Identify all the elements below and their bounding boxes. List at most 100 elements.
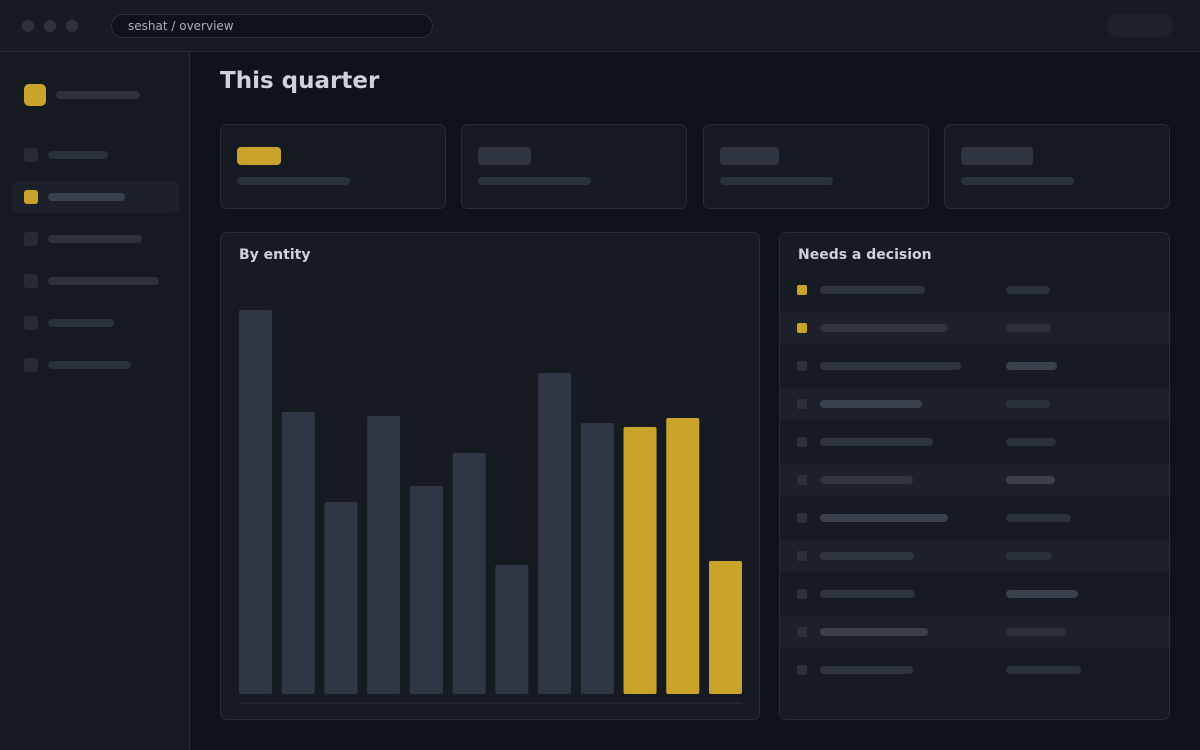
row-meta-placeholder	[1006, 400, 1050, 408]
window-close-dot[interactable]	[22, 20, 34, 32]
sidebar-item-1[interactable]	[12, 139, 179, 171]
row-status-icon	[797, 627, 807, 637]
row-meta-placeholder	[1006, 552, 1052, 560]
nav-label-placeholder	[48, 319, 114, 327]
chart-bar-12[interactable]	[709, 561, 742, 694]
page-title: This quarter	[220, 68, 380, 94]
row-meta-placeholder	[1006, 362, 1057, 370]
stat-label-placeholder	[478, 177, 591, 185]
row-meta-placeholder	[1006, 438, 1056, 446]
row-status-icon	[797, 285, 807, 295]
stat-label-placeholder	[961, 177, 1074, 185]
stat-value-placeholder	[237, 147, 281, 165]
chart-bar-1[interactable]	[239, 310, 272, 694]
window-minimize-dot[interactable]	[44, 20, 56, 32]
row-meta-placeholder	[1006, 324, 1051, 332]
chart-bar-5[interactable]	[409, 486, 443, 694]
decision-row[interactable]	[780, 274, 1169, 306]
nav-icon	[24, 274, 38, 288]
stat-card-3[interactable]	[703, 124, 929, 209]
chart-bar-10[interactable]	[623, 427, 657, 694]
chart-panel-title: By entity	[239, 247, 311, 263]
decision-row[interactable]	[780, 350, 1169, 382]
row-title-placeholder	[820, 438, 933, 446]
row-meta-placeholder	[1006, 590, 1078, 598]
chart-bar-4[interactable]	[367, 416, 401, 694]
row-status-icon	[797, 475, 807, 485]
row-title-placeholder	[820, 666, 913, 674]
stat-card-2[interactable]	[461, 124, 687, 209]
titlebar-action-button[interactable]	[1107, 14, 1173, 37]
nav-label-placeholder	[48, 235, 142, 243]
row-status-icon	[797, 665, 807, 675]
decision-row[interactable]	[780, 616, 1169, 648]
row-status-icon	[797, 589, 807, 599]
row-status-icon	[797, 399, 807, 409]
chart-bar-6[interactable]	[452, 453, 486, 694]
stat-value-placeholder	[961, 147, 1033, 165]
row-meta-placeholder	[1006, 628, 1066, 636]
row-title-placeholder	[820, 476, 913, 484]
decision-row[interactable]	[780, 540, 1169, 572]
decision-row[interactable]	[780, 464, 1169, 496]
decision-row[interactable]	[780, 654, 1169, 686]
stat-value-placeholder	[478, 147, 531, 165]
row-title-placeholder	[820, 362, 961, 370]
row-title-placeholder	[820, 400, 922, 408]
decision-row[interactable]	[780, 388, 1169, 420]
nav-label-placeholder	[48, 361, 131, 369]
stat-card-4[interactable]	[944, 124, 1170, 209]
chart-bar-2[interactable]	[281, 412, 315, 694]
row-meta-placeholder	[1006, 514, 1071, 522]
address-bar[interactable]: seshat / overview	[111, 14, 433, 38]
nav-icon	[24, 358, 38, 372]
decision-row[interactable]	[780, 312, 1169, 344]
chart-bar-8[interactable]	[538, 373, 572, 694]
row-status-icon	[797, 513, 807, 523]
nav-icon	[24, 316, 38, 330]
sidebar-item-6[interactable]	[12, 349, 179, 381]
nav-label-placeholder	[48, 151, 108, 159]
chart-bar-7[interactable]	[495, 565, 529, 694]
stat-label-placeholder	[237, 177, 350, 185]
row-title-placeholder	[820, 628, 928, 636]
row-status-icon	[797, 551, 807, 561]
row-title-placeholder	[820, 514, 948, 522]
row-title-placeholder	[820, 590, 915, 598]
row-meta-placeholder	[1006, 666, 1081, 674]
row-meta-placeholder	[1006, 476, 1055, 484]
nav-icon	[24, 148, 38, 162]
stat-label-placeholder	[720, 177, 833, 185]
chart-bar-11[interactable]	[666, 418, 700, 694]
nav-icon	[24, 190, 38, 204]
decision-panel-title: Needs a decision	[798, 247, 932, 263]
decision-panel: Needs a decision	[779, 232, 1170, 720]
row-status-icon	[797, 323, 807, 333]
row-status-icon	[797, 437, 807, 447]
sidebar-item-2[interactable]	[12, 181, 179, 213]
decision-row[interactable]	[780, 502, 1169, 534]
bar-chart	[239, 310, 742, 704]
sidebar-item-3[interactable]	[12, 223, 179, 255]
app-name-placeholder	[56, 91, 140, 99]
row-status-icon	[797, 361, 807, 371]
decision-row[interactable]	[780, 426, 1169, 458]
row-title-placeholder	[820, 552, 914, 560]
decision-row[interactable]	[780, 578, 1169, 610]
chart-panel: By entity	[220, 232, 760, 720]
row-meta-placeholder	[1006, 286, 1050, 294]
sidebar	[0, 52, 190, 750]
chart-bar-9[interactable]	[580, 423, 614, 694]
stat-value-placeholder	[720, 147, 779, 165]
nav-label-placeholder	[48, 193, 125, 201]
window-titlebar: seshat / overview	[0, 0, 1200, 52]
sidebar-item-4[interactable]	[12, 265, 179, 297]
stat-card-1[interactable]	[220, 124, 446, 209]
sidebar-item-5[interactable]	[12, 307, 179, 339]
window-maximize-dot[interactable]	[66, 20, 78, 32]
chart-bar-3[interactable]	[324, 502, 358, 694]
row-title-placeholder	[820, 286, 925, 294]
nav-label-placeholder	[48, 277, 159, 285]
app-logo-icon[interactable]	[24, 84, 46, 106]
row-title-placeholder	[820, 324, 948, 332]
